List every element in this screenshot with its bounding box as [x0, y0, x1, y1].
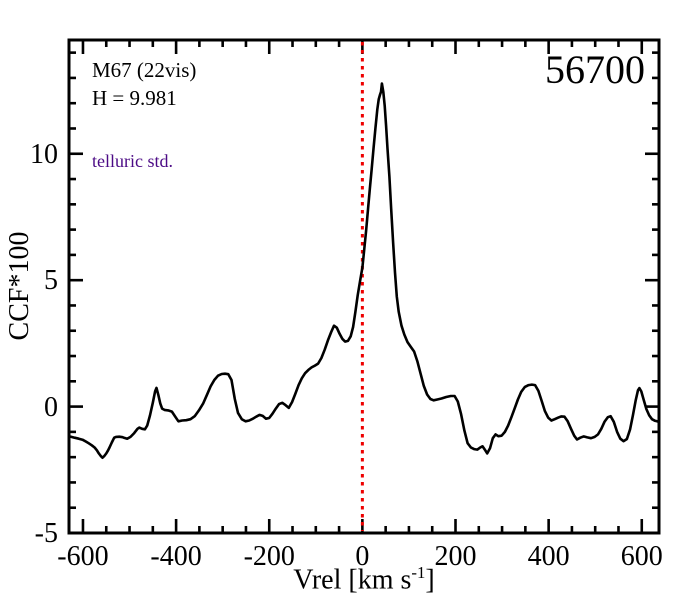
y-tick-label: 0 [44, 391, 58, 423]
y-tick-label: 5 [44, 265, 58, 297]
ccf-curve [69, 82, 660, 460]
x-axis-title-superscript: -1 [411, 563, 426, 582]
x-axis-title-bracket: ] [425, 564, 435, 596]
x-axis-title-text: Vrel [km s [293, 564, 412, 596]
x-tick-label: 400 [527, 541, 570, 572]
annotation-h-magnitude: H = 9.981 [92, 86, 177, 110]
x-tick-label: -400 [150, 541, 202, 572]
x-tick-label: -600 [57, 541, 109, 572]
x-tick-label: 200 [434, 541, 477, 572]
plot-frame [67, 38, 661, 535]
x-tick-label: 0 [355, 541, 370, 572]
y-tick-label: -5 [34, 518, 58, 549]
annotation-telluric-std: telluric std. [92, 151, 173, 171]
x-tick-label: -200 [243, 541, 295, 572]
y-tick-label: 10 [30, 138, 58, 170]
annotation-target-name: M67 (22vis) [92, 58, 197, 82]
x-axis-title: Vrel [km s-1] [69, 563, 659, 596]
annotation-observation-id: 56700 [545, 47, 645, 92]
x-tick-label: 600 [620, 541, 663, 572]
